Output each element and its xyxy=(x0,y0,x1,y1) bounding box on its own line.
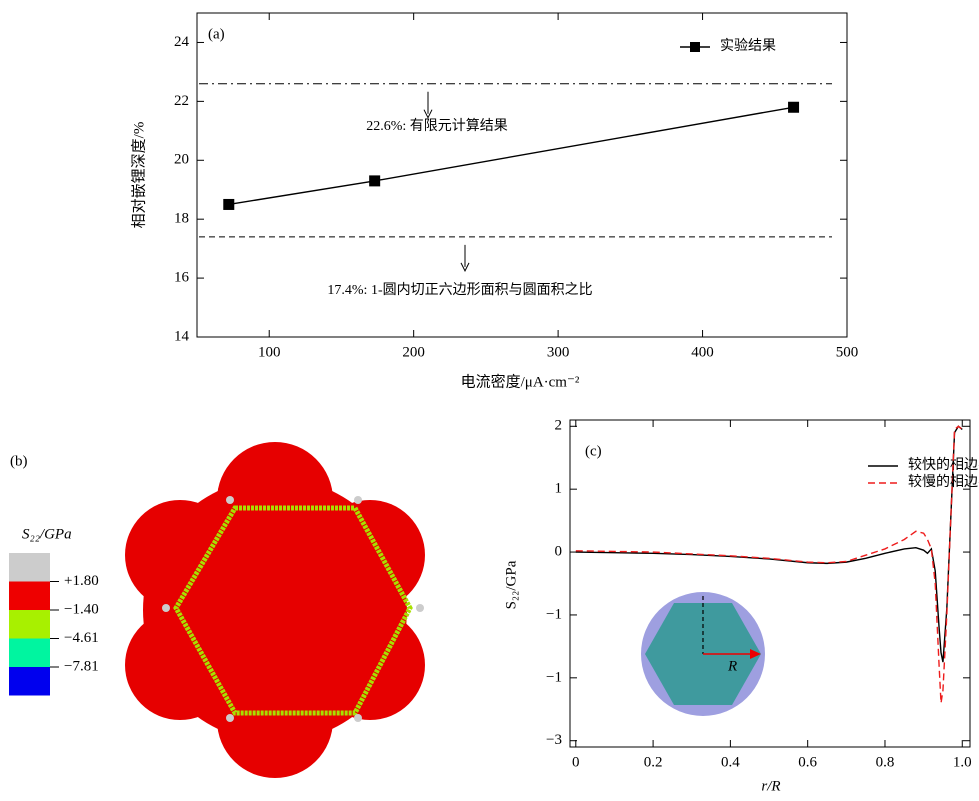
data-line xyxy=(576,426,962,662)
y-tick-label: 24 xyxy=(174,34,190,50)
colorbar-swatch xyxy=(9,553,50,582)
contour-shape xyxy=(125,442,425,778)
inset-label: R xyxy=(727,658,737,674)
y-tick-label: −1 xyxy=(546,669,562,685)
inset-diagram xyxy=(641,592,765,716)
data-marker xyxy=(788,102,799,113)
figure: 10020030040050014161820222422.6%: 有限元计算结… xyxy=(0,0,979,796)
legend-marker xyxy=(690,42,700,52)
x-tick-label: 0.2 xyxy=(644,754,663,770)
legend-label: 较慢的相边界移动速度 xyxy=(908,473,979,490)
y-tick-label: 2 xyxy=(555,418,563,434)
y-tick-label: 0 xyxy=(555,543,563,559)
data-line xyxy=(576,426,962,703)
colorbar-swatch xyxy=(9,582,50,611)
y-tick-label: 14 xyxy=(174,328,190,344)
data-marker xyxy=(223,199,234,210)
data-line xyxy=(229,107,794,204)
y-tick-label: −3 xyxy=(546,732,562,748)
legend-label: 较快的相边界移动速度 xyxy=(908,457,979,473)
x-axis-label: 电流密度/μA·cm⁻² xyxy=(461,373,580,390)
data-marker xyxy=(369,175,380,186)
colorbar-label: +1.80 xyxy=(64,573,99,589)
colorbar-swatch xyxy=(9,639,50,668)
colorbar-swatch xyxy=(9,667,50,696)
y-tick-label: 1 xyxy=(555,481,563,497)
panel-label: (b) xyxy=(10,453,28,469)
colorbar-label: −7.81 xyxy=(64,658,99,674)
x-tick-label: 0.8 xyxy=(876,754,895,770)
colorbar-title: S₂₂/GPa xyxy=(22,526,72,542)
y-tick-label: 16 xyxy=(174,270,190,286)
colorbar-label: −4.61 xyxy=(64,630,99,646)
x-tick-label: 200 xyxy=(402,344,425,360)
x-tick-label: 500 xyxy=(836,344,859,360)
annotation: 17.4%: 1-圆内切正六边形面积与圆面积之比 xyxy=(327,282,592,298)
x-tick-label: 1.0 xyxy=(953,754,972,770)
annotation: 22.6%: 有限元计算结果 xyxy=(366,118,508,134)
x-tick-label: 100 xyxy=(258,344,281,360)
y-tick-label: 22 xyxy=(174,93,189,109)
y-tick-label: 20 xyxy=(174,152,189,168)
page: {"chart_data": [ {"type": "line", "panel… xyxy=(0,0,979,796)
legend-label: 实验结果 xyxy=(720,38,776,54)
x-tick-label: 0.6 xyxy=(798,754,817,770)
y-axis-label: 相对嵌锂深度/% xyxy=(130,122,147,229)
x-tick-label: 300 xyxy=(547,344,570,360)
x-tick-label: 0 xyxy=(572,754,580,770)
y-axis-label: S₂₂/GPa xyxy=(503,560,519,609)
colorbar-label: −1.40 xyxy=(64,601,99,617)
panel-label: (c) xyxy=(585,443,602,459)
x-tick-label: 400 xyxy=(691,344,714,360)
y-tick-label: −1 xyxy=(546,606,562,622)
x-tick-label: 0.4 xyxy=(721,754,740,770)
panel-label: (a) xyxy=(208,26,225,42)
y-tick-label: 18 xyxy=(174,211,189,227)
x-axis-label: r/R xyxy=(761,778,780,794)
colorbar-swatch xyxy=(9,610,50,639)
